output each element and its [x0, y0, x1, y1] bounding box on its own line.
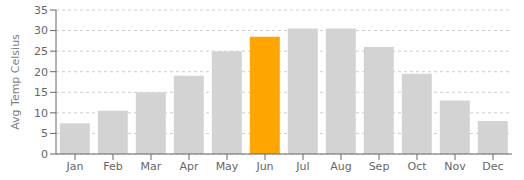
svg-text:20: 20: [34, 66, 48, 79]
svg-text:Jan: Jan: [66, 160, 84, 173]
svg-text:10: 10: [34, 107, 48, 120]
svg-text:25: 25: [34, 45, 48, 58]
svg-text:Aug: Aug: [330, 160, 351, 173]
svg-text:Nov: Nov: [444, 160, 466, 173]
svg-text:Jul: Jul: [295, 160, 309, 173]
svg-text:15: 15: [34, 86, 48, 99]
svg-text:May: May: [216, 160, 239, 173]
svg-text:Jun: Jun: [255, 160, 273, 173]
svg-text:Avg Temp Celsius: Avg Temp Celsius: [9, 34, 22, 130]
svg-text:35: 35: [34, 4, 48, 17]
svg-text:Dec: Dec: [482, 160, 503, 173]
svg-text:0: 0: [41, 148, 48, 161]
svg-text:Feb: Feb: [103, 160, 122, 173]
svg-text:5: 5: [41, 127, 48, 140]
svg-text:Sep: Sep: [369, 160, 390, 173]
svg-text:Mar: Mar: [141, 160, 162, 173]
svg-text:Oct: Oct: [407, 160, 427, 173]
svg-text:30: 30: [34, 24, 48, 37]
svg-text:Apr: Apr: [179, 160, 199, 173]
